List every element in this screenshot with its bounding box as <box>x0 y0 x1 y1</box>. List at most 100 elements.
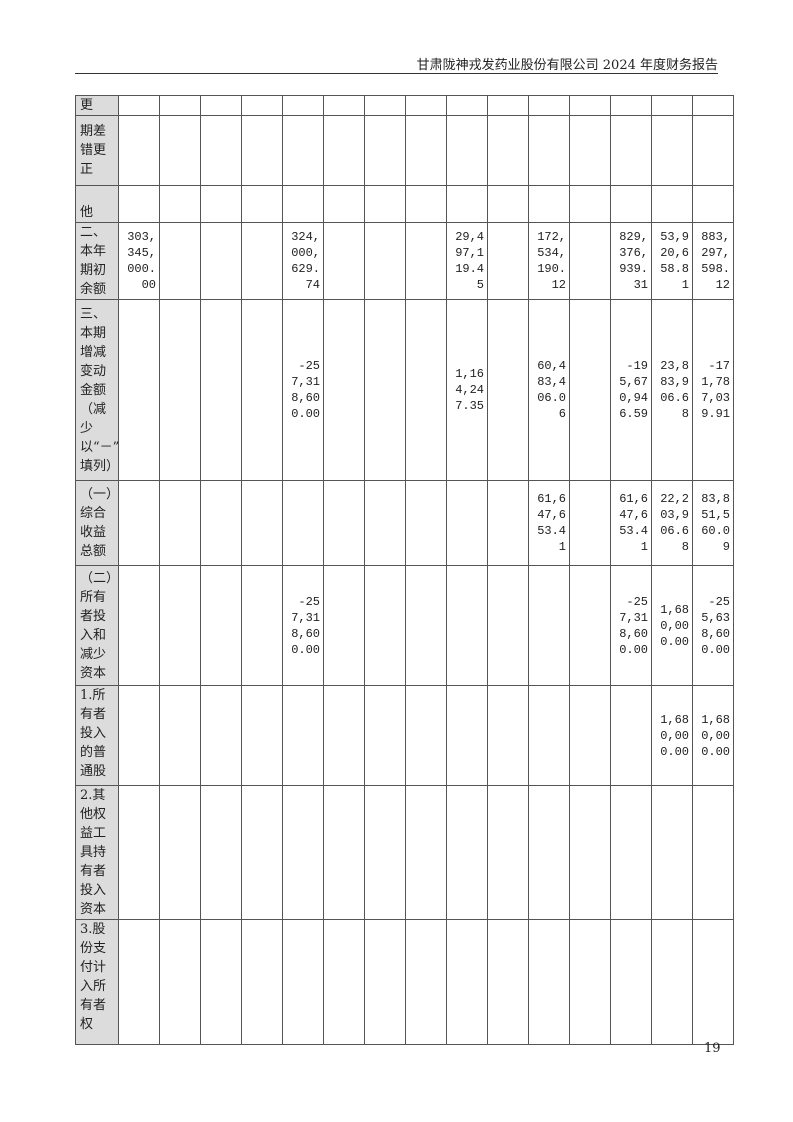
table-cell <box>364 299 406 481</box>
table-cell: 1,680,000.00 <box>651 685 693 786</box>
table-cell <box>364 685 406 786</box>
table-cell: 29,497,119.45 <box>446 222 488 300</box>
table-cell <box>610 185 652 223</box>
table-cell <box>446 685 488 786</box>
table-cell <box>241 185 283 223</box>
table-cell <box>241 299 283 481</box>
table-cell <box>487 919 529 1045</box>
table-cell <box>692 95 734 116</box>
table-cell <box>692 919 734 1045</box>
table-cell: 83,851,560.09 <box>692 480 734 566</box>
table-cell <box>405 222 447 300</box>
table-cell <box>241 685 283 786</box>
table-cell <box>528 565 570 686</box>
table-cell <box>364 185 406 223</box>
row-label: 2.其他权益工具持有者投入资本 <box>75 785 119 920</box>
table-cell <box>528 919 570 1045</box>
table-row: 二、本年期初余额 303,345,000.00 324,000,629.74 29,4… <box>75 222 734 300</box>
table-cell <box>200 299 242 481</box>
table-cell: 61,647,653.41 <box>528 480 570 566</box>
table-cell: 61,647,653.41 <box>610 480 652 566</box>
table-cell <box>364 919 406 1045</box>
table-cell <box>159 299 201 481</box>
table-cell: 303,345,000.00 <box>118 222 160 300</box>
table-cell <box>569 95 611 116</box>
table-cell <box>405 785 447 920</box>
table-cell <box>446 185 488 223</box>
table-cell <box>692 185 734 223</box>
table-cell <box>241 95 283 116</box>
table-cell <box>282 685 324 786</box>
table-cell <box>241 785 283 920</box>
table-row: 1.所有者投入的普通股 1,680,000.00 1,680,000.00 <box>75 685 734 786</box>
table-row: 3.股份支付计入所有者权 <box>75 919 734 1045</box>
table-cell <box>118 115 160 186</box>
table-cell <box>569 299 611 481</box>
table-cell <box>569 115 611 186</box>
table-cell <box>569 565 611 686</box>
table-cell <box>446 95 488 116</box>
table-cell <box>118 785 160 920</box>
table-cell <box>446 115 488 186</box>
row-label: 他 <box>75 185 119 223</box>
table-cell <box>405 95 447 116</box>
table-cell <box>569 480 611 566</box>
table-cell <box>282 785 324 920</box>
table-cell: -257,318,600.00 <box>610 565 652 686</box>
table-cell <box>241 480 283 566</box>
table-cell <box>487 299 529 481</box>
table-row: 他 <box>75 185 734 223</box>
table-cell <box>487 222 529 300</box>
table-cell <box>651 919 693 1045</box>
table-cell <box>364 785 406 920</box>
row-label: 三、本期增减变动金额（减少以“－”号填列） <box>75 299 119 481</box>
table-cell <box>159 222 201 300</box>
table-cell <box>159 95 201 116</box>
table-cell <box>282 185 324 223</box>
table-row: 三、本期增减变动金额（减少以“－”号填列） -257,318,600.00 1,16… <box>75 299 734 481</box>
table-cell <box>323 222 365 300</box>
table-cell <box>651 785 693 920</box>
table-cell <box>323 115 365 186</box>
table-cell <box>446 785 488 920</box>
table-cell <box>364 565 406 686</box>
table-cell: 172,534,190.12 <box>528 222 570 300</box>
table-cell <box>569 185 611 223</box>
table-cell: 1,164,247.35 <box>446 299 488 481</box>
table-cell <box>118 685 160 786</box>
table-cell: 53,920,658.81 <box>651 222 693 300</box>
table-cell: 60,483,406.06 <box>528 299 570 481</box>
table-cell <box>405 565 447 686</box>
table-cell <box>159 685 201 786</box>
table-cell <box>405 685 447 786</box>
table-cell <box>405 185 447 223</box>
table-cell <box>487 785 529 920</box>
table-cell <box>200 95 242 116</box>
table-cell <box>118 185 160 223</box>
table-cell <box>692 785 734 920</box>
table-cell <box>610 919 652 1045</box>
table-cell <box>159 919 201 1045</box>
row-label: 1.所有者投入的普通股 <box>75 685 119 786</box>
table-cell <box>323 480 365 566</box>
table-cell <box>487 685 529 786</box>
table-cell <box>159 785 201 920</box>
table-cell <box>446 565 488 686</box>
table-cell <box>487 185 529 223</box>
table-cell <box>405 480 447 566</box>
table-cell <box>405 299 447 481</box>
table-cell <box>610 95 652 116</box>
equity-change-table: 更期差错更正他二、本年期初余额 303,345,000.00 324,000,629… <box>75 95 734 1045</box>
table-row: 2.其他权益工具持有者投入资本 <box>75 785 734 920</box>
table-cell <box>569 785 611 920</box>
table-cell <box>200 185 242 223</box>
table-cell <box>159 480 201 566</box>
table-cell <box>569 222 611 300</box>
table-cell <box>528 185 570 223</box>
table-cell <box>200 785 242 920</box>
table-cell: 324,000,629.74 <box>282 222 324 300</box>
table-cell <box>569 919 611 1045</box>
table-cell <box>364 115 406 186</box>
table-cell: 23,883,906.68 <box>651 299 693 481</box>
table-cell <box>610 685 652 786</box>
